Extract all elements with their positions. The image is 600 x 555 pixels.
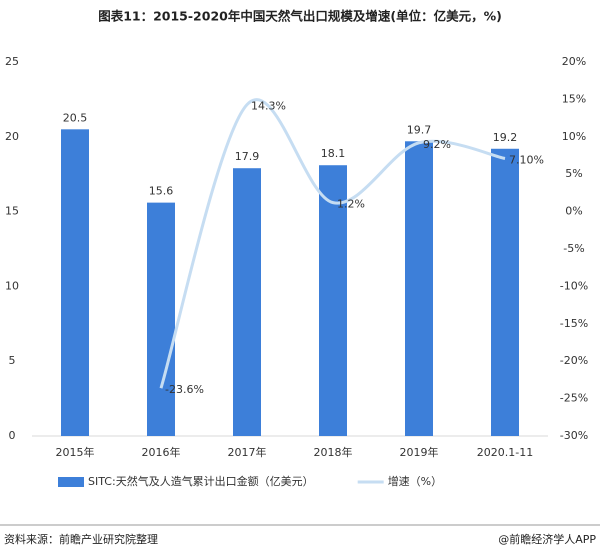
line-label: 14.3% xyxy=(251,100,286,113)
y2-tick-label: 15% xyxy=(562,92,586,105)
y2-tick-label: -5% xyxy=(563,242,584,255)
x-tick-label: 2019年 xyxy=(400,445,439,459)
bar xyxy=(61,129,89,436)
bar xyxy=(319,165,347,436)
line-label: -23.6% xyxy=(165,383,204,396)
y2-tick-label: -15% xyxy=(560,317,588,330)
bar-label: 20.5 xyxy=(63,111,88,124)
y-tick-label: 20 xyxy=(5,130,19,143)
y-tick-label: 15 xyxy=(5,205,19,218)
y2-tick-label: 10% xyxy=(562,130,586,143)
bar-label: 17.9 xyxy=(235,150,260,163)
bar-label: 18.1 xyxy=(321,147,346,160)
bar-label: 19.2 xyxy=(493,131,518,144)
x-tick-label: 2017年 xyxy=(228,445,267,459)
y-tick-label: 0 xyxy=(9,429,16,442)
source: 资料来源：前瞻产业研究院整理 xyxy=(4,532,158,546)
legend-label: SITC:天然气及人造气累计出口金额（亿美元） xyxy=(88,474,314,488)
y-tick-label: 10 xyxy=(5,279,19,292)
legend-label: 增速（%） xyxy=(388,474,442,488)
y2-tick-label: -10% xyxy=(560,279,588,292)
x-tick-label: 2020.1-11 xyxy=(477,446,533,459)
line-label: 7.10% xyxy=(509,153,544,166)
credit: @前瞻经济学人APP xyxy=(498,532,596,546)
line-label: 9.2% xyxy=(423,138,451,151)
bar xyxy=(405,141,433,436)
bar-label: 15.6 xyxy=(149,185,174,198)
y2-tick-label: 20% xyxy=(562,55,586,68)
y2-tick-label: -25% xyxy=(560,392,588,405)
bar xyxy=(491,148,519,436)
chart-title: 图表11：2015-2020年中国天然气出口规模及增速(单位：亿美元，%) xyxy=(98,9,502,24)
y2-tick-label: 0% xyxy=(565,205,582,218)
legend-swatch xyxy=(58,477,84,487)
bar-label: 19.7 xyxy=(407,123,432,136)
bar xyxy=(233,168,261,436)
x-tick-label: 2016年 xyxy=(142,445,181,459)
y-tick-label: 25 xyxy=(5,55,19,68)
x-tick-label: 2018年 xyxy=(314,445,353,459)
y2-tick-label: -30% xyxy=(560,429,588,442)
y2-tick-label: -20% xyxy=(560,354,588,367)
bar xyxy=(147,202,175,436)
y-tick-label: 5 xyxy=(9,354,16,367)
x-tick-label: 2015年 xyxy=(56,445,95,459)
line-label: 1.2% xyxy=(337,198,365,211)
line xyxy=(159,98,506,389)
y2-tick-label: 5% xyxy=(565,167,582,180)
